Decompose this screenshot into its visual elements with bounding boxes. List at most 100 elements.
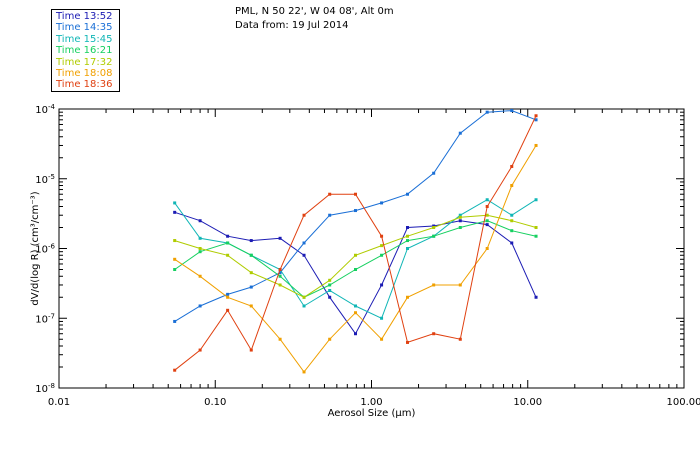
data-point bbox=[354, 304, 358, 308]
data-point bbox=[249, 271, 253, 275]
data-point bbox=[249, 348, 253, 352]
data-point bbox=[485, 213, 489, 217]
data-point bbox=[354, 192, 358, 196]
data-point bbox=[458, 131, 462, 135]
data-point bbox=[510, 164, 514, 168]
data-point bbox=[249, 239, 253, 243]
data-point bbox=[432, 234, 436, 238]
data-point bbox=[302, 213, 306, 217]
x-tick-label: 100.00 bbox=[667, 397, 700, 408]
data-point bbox=[432, 332, 436, 336]
data-point bbox=[354, 311, 358, 315]
data-point bbox=[458, 283, 462, 287]
data-point bbox=[278, 337, 282, 341]
data-point bbox=[432, 171, 436, 175]
data-point bbox=[328, 283, 332, 287]
data-point bbox=[302, 253, 306, 257]
legend-box: Time 13:52 Time 14:35 Time 15:45 Time 16:21… bbox=[51, 9, 120, 92]
data-date: Data from: 19 Jul 2014 bbox=[235, 20, 349, 31]
data-point bbox=[380, 234, 384, 238]
data-point bbox=[534, 295, 538, 299]
data-point bbox=[328, 213, 332, 217]
data-point bbox=[249, 304, 253, 308]
data-point bbox=[226, 234, 230, 238]
data-point bbox=[226, 295, 230, 299]
data-point bbox=[198, 274, 202, 278]
data-point bbox=[302, 304, 306, 308]
data-point bbox=[354, 253, 358, 257]
x-axis-label: Aerosol Size (μm) bbox=[328, 408, 416, 419]
x-tick-label: 10.00 bbox=[513, 397, 542, 408]
data-point bbox=[485, 223, 489, 227]
data-point bbox=[432, 283, 436, 287]
data-point bbox=[328, 278, 332, 282]
data-point bbox=[534, 118, 538, 122]
data-point bbox=[249, 253, 253, 257]
y-axis-label: dV/d(log R) (cm³/cm⁻³) bbox=[30, 191, 41, 305]
data-point bbox=[380, 253, 384, 257]
series-line bbox=[174, 145, 537, 373]
data-point bbox=[198, 304, 202, 308]
series-1545 bbox=[173, 198, 538, 320]
data-point bbox=[485, 110, 489, 114]
data-point bbox=[534, 234, 538, 238]
data-point bbox=[534, 143, 538, 147]
y-tick-label: 10-8 bbox=[35, 382, 55, 395]
data-point bbox=[173, 201, 177, 205]
data-point bbox=[173, 257, 177, 261]
data-point bbox=[226, 253, 230, 257]
data-point bbox=[406, 239, 410, 243]
data-point bbox=[485, 198, 489, 202]
data-point bbox=[173, 368, 177, 372]
series-1808 bbox=[173, 143, 538, 374]
station-title: PML, N 50 22', W 04 08', Alt 0m bbox=[235, 6, 394, 17]
data-point bbox=[380, 283, 384, 287]
data-point bbox=[278, 274, 282, 278]
data-point bbox=[485, 205, 489, 209]
legend-entry: Time 15:45 bbox=[56, 33, 113, 45]
data-point bbox=[198, 348, 202, 352]
data-point bbox=[328, 337, 332, 341]
legend-entry: Time 17:32 bbox=[56, 56, 113, 68]
data-point bbox=[249, 285, 253, 289]
data-point bbox=[510, 241, 514, 245]
data-point bbox=[278, 267, 282, 271]
legend-entry: Time 14:35 bbox=[56, 22, 113, 34]
data-point bbox=[302, 370, 306, 374]
series-1621 bbox=[173, 219, 538, 299]
data-point bbox=[380, 244, 384, 248]
data-point bbox=[380, 201, 384, 205]
data-point bbox=[198, 219, 202, 223]
data-point bbox=[406, 192, 410, 196]
data-point bbox=[173, 239, 177, 243]
y-tick-label: 10-4 bbox=[35, 103, 55, 116]
data-point bbox=[510, 213, 514, 217]
legend-entry: Time 16:21 bbox=[56, 45, 113, 57]
plot-frame bbox=[58, 108, 685, 389]
data-point bbox=[510, 219, 514, 223]
legend-entry: Time 18:36 bbox=[56, 79, 113, 91]
series-1435 bbox=[173, 109, 538, 323]
data-point bbox=[510, 229, 514, 233]
y-tick-label: 10-6 bbox=[35, 243, 55, 256]
data-point bbox=[458, 226, 462, 230]
data-point bbox=[173, 319, 177, 323]
series-line bbox=[174, 199, 537, 319]
data-point bbox=[534, 114, 538, 118]
data-point bbox=[485, 219, 489, 223]
data-point bbox=[198, 250, 202, 254]
data-point bbox=[226, 292, 230, 296]
data-point bbox=[406, 295, 410, 299]
series-1732 bbox=[173, 213, 538, 299]
data-point bbox=[380, 337, 384, 341]
data-point bbox=[328, 288, 332, 292]
data-point bbox=[510, 109, 514, 113]
data-point bbox=[510, 184, 514, 188]
data-point bbox=[198, 247, 202, 250]
data-point bbox=[198, 236, 202, 240]
series-1836 bbox=[173, 114, 538, 372]
data-point bbox=[328, 192, 332, 196]
data-point bbox=[534, 198, 538, 202]
data-point bbox=[354, 267, 358, 271]
